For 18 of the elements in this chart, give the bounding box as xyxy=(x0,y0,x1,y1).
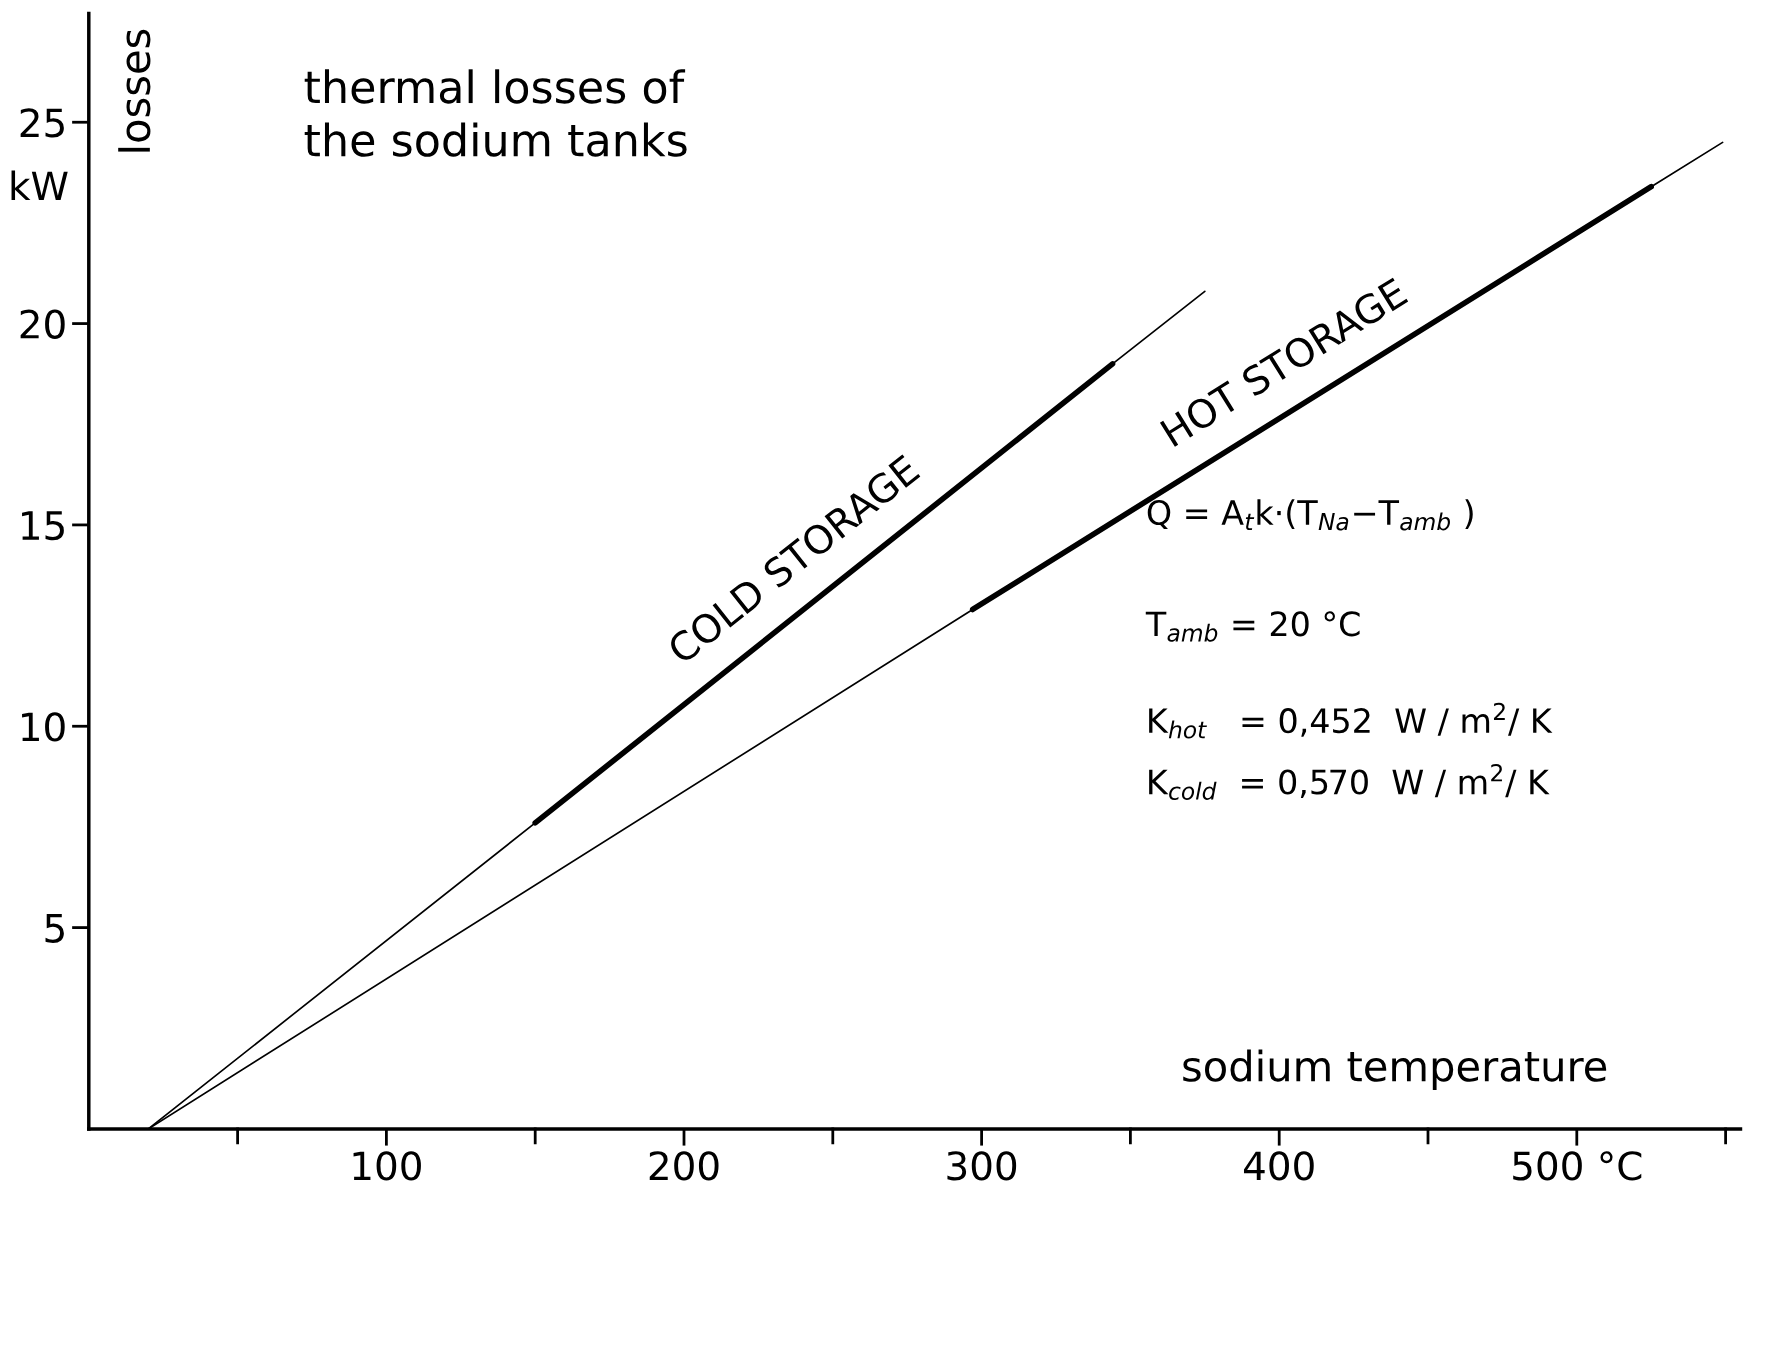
text: thermal losses of the sodium tanks xyxy=(304,69,687,157)
x-axis-title: sodium temperature xyxy=(1183,1049,1607,1090)
text: kW xyxy=(11,170,68,201)
annotation: T$_{amb}$ = 20 °C xyxy=(1145,611,1360,642)
x-tick-label: 300 xyxy=(947,1151,1017,1181)
y-tick-label: 20 xyxy=(20,309,65,339)
y-axis-title: losses xyxy=(118,29,151,152)
x-tick-label: 400 xyxy=(1243,1151,1314,1181)
y-tick-label: 10 xyxy=(22,712,65,742)
y-tick-label: 5 xyxy=(45,914,64,943)
y-tick-label: 15 xyxy=(22,511,64,541)
x-tick-label: 200 xyxy=(649,1151,719,1181)
x-tick-label: 500 °C xyxy=(1513,1151,1642,1181)
annotation: Q = A$_{t}$k·(T$_{Na}$−T$_{amb}$ ) xyxy=(1147,499,1473,531)
text: K$_{hot}$ = 0,452 W / m$^{2}$/ K xyxy=(1149,702,1553,739)
x-tick-label: 100 xyxy=(353,1151,421,1181)
annotation: K$_{cold}$ = 0,570 W / m$^{2}$/ K xyxy=(1149,764,1550,800)
y-tick-label: 25 xyxy=(20,108,64,138)
